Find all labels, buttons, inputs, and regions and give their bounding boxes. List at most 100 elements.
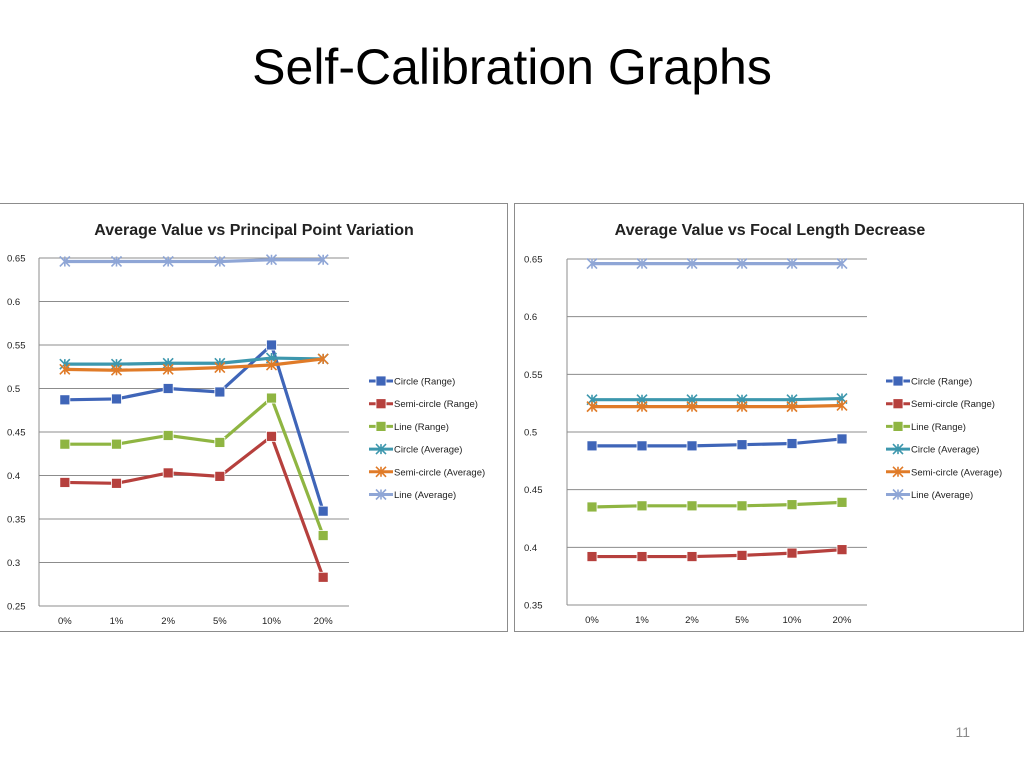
chart1-legend-label: Circle (Average): [394, 445, 462, 456]
chart1-y-tick-label: 0.3: [7, 558, 20, 569]
chart1-series-line-range: [59, 392, 329, 541]
chart1-series-line-average-line: [64, 258, 324, 264]
chart2-series-semi-circle-range-point: [786, 547, 798, 559]
chart1-series-semi-circle-range: [59, 430, 329, 583]
chart2-legend-label: Circle (Range): [911, 377, 972, 388]
chart1-series-line-average-point: [110, 255, 123, 268]
chart1-x-tick-label: 2%: [161, 616, 175, 627]
chart2-legend-label: Semi-circle (Average): [911, 467, 1002, 478]
chart1-series-line-range-point: [111, 438, 122, 450]
chart1-y-tick-label: 0.45: [7, 428, 26, 439]
chart2-legend-item: Line (Average): [886, 488, 973, 501]
chart2-legend-label: Circle (Average): [911, 445, 979, 456]
chart1-y-tick-label: 0.25: [7, 602, 26, 613]
chart2-series-semi-circle-range-point: [586, 551, 598, 562]
chart1-title: Average Value vs Principal Point Variati…: [94, 222, 414, 239]
chart1-series-line-range-point: [162, 430, 174, 441]
chart1-x-tick-label: 0%: [58, 616, 72, 627]
chart2-series-line-range-point: [636, 500, 648, 512]
chart1-series-semi-circle-average-point: [214, 362, 226, 374]
chart-focal-length-svg: Average Value vs Focal Length Decrease 0.…: [524, 222, 1002, 626]
chart2-y-tick-label: 0.65: [524, 255, 543, 266]
chart1-y-tick-label: 0.4: [7, 471, 20, 482]
chart2-series-circle-range: [586, 433, 848, 452]
chart1-legend-label: Line (Range): [394, 422, 449, 433]
chart2-series-circle-range-point: [736, 439, 748, 451]
chart2-series-circle-range-point: [686, 440, 698, 452]
chart2-series-circle-range-point: [836, 433, 848, 445]
chart1-legend-item: Line (Range): [369, 420, 449, 433]
chart1-series-line-average-point: [317, 254, 329, 266]
chart2-legend-marker: [892, 398, 904, 410]
chart1-y-tick-label: 0.65: [7, 254, 26, 265]
chart2-series-semi-circle-average-point: [836, 399, 848, 412]
chart1-series-line-range-point: [317, 530, 329, 541]
chart1-series-line-range-point: [266, 392, 277, 404]
chart2-series-semi-circle-range-point: [686, 551, 698, 562]
chart1-legend-label: Semi-circle (Average): [394, 467, 485, 478]
chart1-series-line-range-line: [64, 396, 325, 537]
chart1-series-semi-circle-range-point: [266, 430, 277, 442]
chart1-legend-marker: [375, 398, 387, 410]
chart1-series-semi-circle-average-point: [162, 363, 174, 375]
chart1-series-semi-circle-average-point: [59, 363, 71, 375]
chart2-legend-label: Semi-circle (Range): [911, 399, 995, 410]
chart1-y-tick-label: 0.35: [7, 515, 26, 526]
chart1-series-circle-range-point: [59, 394, 71, 406]
chart2-x-tick-label: 5%: [735, 615, 749, 626]
chart1-legend-item: Semi-circle (Range): [369, 398, 478, 410]
chart1-series-circle-range-point: [111, 393, 122, 405]
chart2-series-semi-circle-range-point: [836, 544, 848, 556]
chart2-series-semi-circle-average-point: [686, 401, 698, 413]
chart2-legend-item: Semi-circle (Average): [886, 466, 1002, 478]
chart2-legend-marker: [892, 443, 904, 455]
chart2-legend-item: Semi-circle (Range): [886, 398, 995, 410]
chart2-legend-label: Line (Range): [911, 422, 966, 433]
chart2-y-tick-label: 0.55: [524, 370, 543, 381]
chart2-title: Average Value vs Focal Length Decrease: [615, 222, 926, 239]
chart2-series-line-average-point: [786, 258, 798, 270]
chart2-series-semi-circle-average-point: [636, 401, 648, 413]
chart1-series-semi-circle-range-point: [214, 470, 226, 482]
chart1-series-semi-circle-range-point: [111, 477, 122, 489]
chart2-x-tick-label: 20%: [832, 615, 852, 626]
chart1-series-line-average-point: [59, 255, 71, 268]
chart1-y-tick-label: 0.6: [7, 297, 20, 308]
chart2-series-line-range-point: [786, 499, 798, 511]
chart1-legend-marker: [375, 488, 387, 501]
chart2-series-line-average-point: [636, 258, 648, 270]
chart1-x-tick-label: 20%: [314, 616, 334, 627]
chart-focal-length: Average Value vs Focal Length Decrease 0.…: [514, 203, 1024, 632]
chart2-y-tick-label: 0.6: [524, 312, 537, 323]
chart1-legend-marker: [375, 420, 387, 432]
chart2-series-circle-range-point: [786, 438, 798, 449]
chart2-series-semi-circle-average-point: [786, 401, 798, 413]
chart1-legend-label: Line (Average): [394, 490, 456, 501]
chart1-series-circle-range-line: [64, 343, 325, 512]
chart1-series-semi-circle-average-point: [317, 353, 329, 365]
chart-principal-point: Average Value vs Principal Point Variati…: [0, 203, 508, 632]
chart1-series-line-average-point: [265, 254, 278, 266]
chart2-legend-marker: [892, 466, 904, 478]
chart2-y-tick-label: 0.45: [524, 485, 543, 496]
chart2-legend-item: Circle (Average): [886, 443, 979, 456]
chart2-y-tick-label: 0.4: [524, 543, 537, 554]
chart2-series-circle-average-line: [592, 396, 843, 402]
chart1-series-semi-circle-average-point: [110, 364, 123, 376]
chart2-series-line-range-point: [586, 501, 598, 513]
chart1-legend-marker: [375, 375, 387, 387]
slide-number: 11: [955, 724, 970, 740]
chart1-series-line-average-point: [162, 255, 174, 268]
chart2-series-semi-circle-average-point: [736, 401, 748, 413]
chart1-series-line-average-point: [214, 255, 226, 268]
chart2-series-line-range-point: [736, 500, 748, 512]
chart1-series-line-range-point: [214, 437, 226, 448]
chart1-series-semi-circle-average-point: [265, 359, 278, 371]
chart1-series-circle-range-point: [214, 386, 226, 398]
chart2-x-tick-label: 2%: [685, 615, 699, 626]
chart2-x-tick-label: 10%: [782, 615, 802, 626]
chart-principal-point-svg: Average Value vs Principal Point Variati…: [7, 222, 485, 627]
chart1-x-tick-label: 5%: [213, 616, 227, 627]
chart2-legend-item: Circle (Range): [886, 375, 972, 388]
chart2-legend-marker: [892, 420, 904, 432]
